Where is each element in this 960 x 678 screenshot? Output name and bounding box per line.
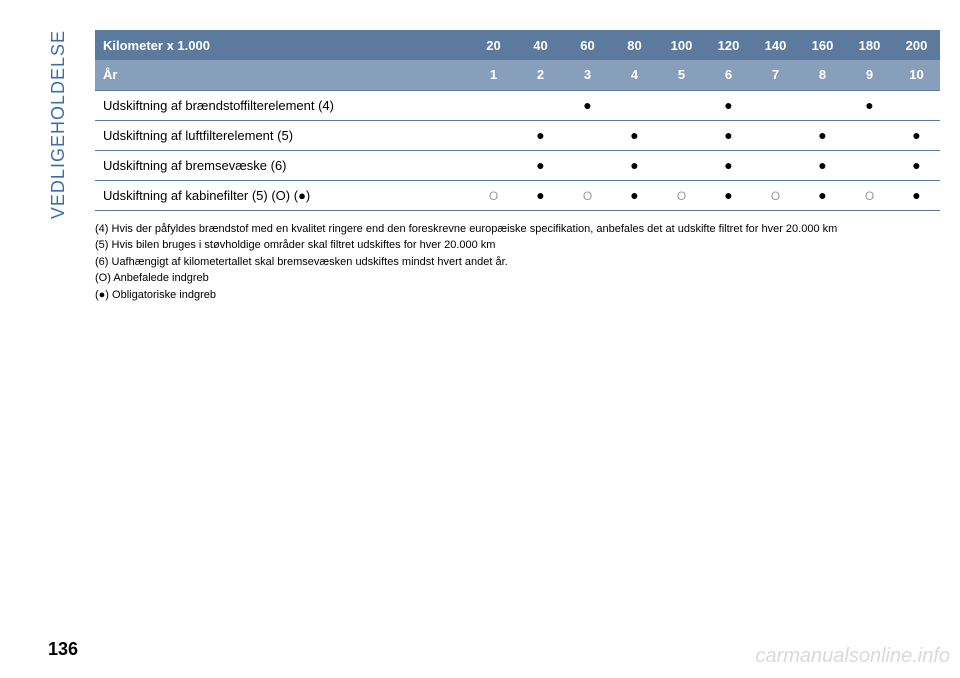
row-cell	[846, 150, 893, 180]
row-cell: O	[564, 180, 611, 210]
row-cell: ●	[799, 150, 846, 180]
row-cell	[658, 90, 705, 120]
row-label: Udskiftning af luftfilterelement (5)	[95, 120, 470, 150]
row-label: Udskiftning af brændstoffilterelement (4…	[95, 90, 470, 120]
row-cell: ●	[705, 180, 752, 210]
row-cell: ●	[611, 180, 658, 210]
row-cell	[658, 150, 705, 180]
row-cell: ●	[611, 120, 658, 150]
row-cell	[470, 150, 517, 180]
row-cell	[752, 120, 799, 150]
header-year-9: 10	[893, 60, 940, 90]
row-cell	[564, 150, 611, 180]
header-year-8: 9	[846, 60, 893, 90]
row-cell: ●	[893, 150, 940, 180]
row-cell	[846, 120, 893, 150]
header-year-3: 4	[611, 60, 658, 90]
maintenance-table: Kilometer x 1.000 20 40 60 80 100 120 14…	[95, 30, 940, 211]
row-cell	[611, 90, 658, 120]
row-cell	[752, 150, 799, 180]
header-year-5: 6	[705, 60, 752, 90]
row-cell	[658, 120, 705, 150]
row-cell: ●	[705, 120, 752, 150]
row-cell: O	[846, 180, 893, 210]
footnote-line: (5) Hvis bilen bruges i støvholdige områ…	[95, 237, 940, 254]
page-number: 136	[48, 639, 78, 660]
row-cell	[470, 90, 517, 120]
header-row-km: Kilometer x 1.000 20 40 60 80 100 120 14…	[95, 30, 940, 60]
footnote-line: (4) Hvis der påfyldes brændstof med en k…	[95, 221, 940, 238]
side-section-label: VEDLIGEHOLDELSE	[48, 30, 69, 219]
header-year-1: 2	[517, 60, 564, 90]
header-year-label: År	[95, 60, 470, 90]
row-cell: ●	[564, 90, 611, 120]
header-km-6: 140	[752, 30, 799, 60]
row-cell: O	[752, 180, 799, 210]
row-cell: ●	[705, 90, 752, 120]
footnotes: (4) Hvis der påfyldes brændstof med en k…	[95, 221, 940, 304]
header-year-4: 5	[658, 60, 705, 90]
table-row: Udskiftning af kabinefilter (5) (O) (●)O…	[95, 180, 940, 210]
row-cell	[470, 120, 517, 150]
header-km-7: 160	[799, 30, 846, 60]
row-cell	[893, 90, 940, 120]
table-row: Udskiftning af brændstoffilterelement (4…	[95, 90, 940, 120]
watermark: carmanualsonline.info	[755, 645, 950, 668]
footnote-line: (●) Obligatoriske indgreb	[95, 287, 940, 304]
row-cell: ●	[799, 180, 846, 210]
header-km-8: 180	[846, 30, 893, 60]
header-km-4: 100	[658, 30, 705, 60]
header-year-6: 7	[752, 60, 799, 90]
header-km-0: 20	[470, 30, 517, 60]
row-label: Udskiftning af bremsevæske (6)	[95, 150, 470, 180]
header-km-2: 60	[564, 30, 611, 60]
header-year-0: 1	[470, 60, 517, 90]
header-km-9: 200	[893, 30, 940, 60]
row-cell: ●	[517, 180, 564, 210]
table-row: Udskiftning af luftfilterelement (5) ● ● ● ●…	[95, 120, 940, 150]
row-cell: ●	[705, 150, 752, 180]
row-cell: ●	[799, 120, 846, 150]
row-cell: ●	[517, 150, 564, 180]
footnote-line: (O) Anbefalede indgreb	[95, 270, 940, 287]
row-cell: ●	[893, 180, 940, 210]
row-label: Udskiftning af kabinefilter (5) (O) (●)	[95, 180, 470, 210]
main-content: Kilometer x 1.000 20 40 60 80 100 120 14…	[95, 30, 940, 303]
header-year-7: 8	[799, 60, 846, 90]
row-cell: ●	[893, 120, 940, 150]
row-cell	[799, 90, 846, 120]
header-km-3: 80	[611, 30, 658, 60]
row-cell	[564, 120, 611, 150]
row-cell	[517, 90, 564, 120]
footnote-line: (6) Uafhængigt af kilometertallet skal b…	[95, 254, 940, 271]
header-row-year: År 1 2 3 4 5 6 7 8 9 10	[95, 60, 940, 90]
header-km-label: Kilometer x 1.000	[95, 30, 470, 60]
header-km-1: 40	[517, 30, 564, 60]
row-cell: ●	[517, 120, 564, 150]
row-cell: ●	[846, 90, 893, 120]
header-year-2: 3	[564, 60, 611, 90]
table-row: Udskiftning af bremsevæske (6) ● ● ● ● ●	[95, 150, 940, 180]
header-km-5: 120	[705, 30, 752, 60]
row-cell: O	[470, 180, 517, 210]
row-cell	[752, 90, 799, 120]
row-cell: O	[658, 180, 705, 210]
row-cell: ●	[611, 150, 658, 180]
